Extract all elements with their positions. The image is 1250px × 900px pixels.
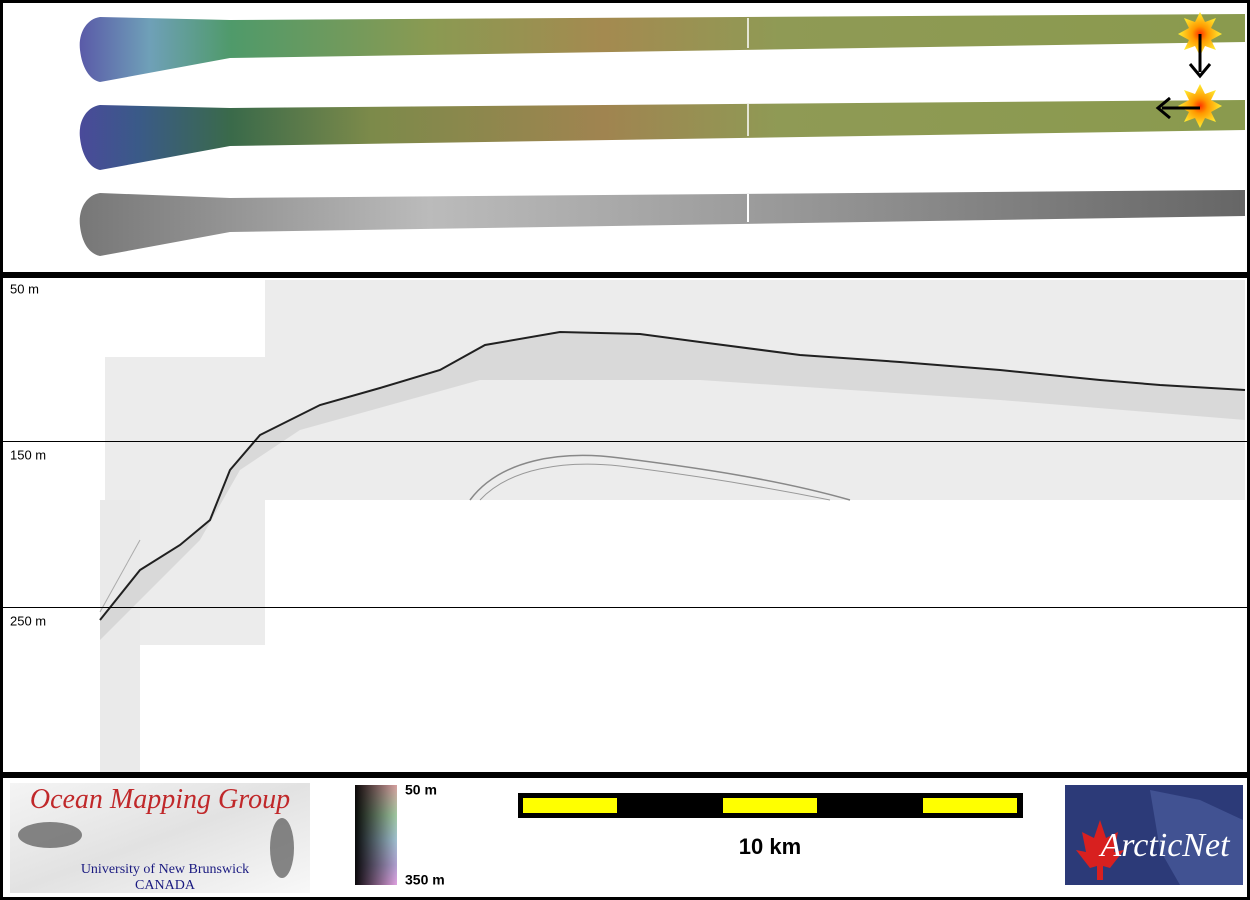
maple-leaf [1076,820,1124,880]
reflector [469,454,851,501]
colorbar-label: 50 m [405,782,437,798]
arcticnet-text: ArcticNet [1098,827,1231,864]
profile-section [100,500,140,772]
footer: Ocean Mapping Group University of New Br… [10,782,1243,893]
swath-bathymetry [79,14,1245,82]
logo-graphic [18,822,82,848]
omg-title: Ocean Mapping Group [30,784,290,815]
swath-backscatter [79,190,1245,256]
swath-bathymetry-shaded [79,100,1245,170]
depth-label: 250 m [10,613,46,628]
scale-bar-segment [923,798,1017,813]
reflector [99,539,141,613]
separator [0,772,1250,778]
scale-bar-segment [523,798,617,813]
arrow-head [1155,96,1171,120]
profile-panel: 50 m 150 m 250 m [0,280,1250,772]
omg-country: CANADA [135,878,196,893]
profile-section [265,280,1245,500]
arrow-head [1188,63,1212,79]
seafloor [99,330,1246,621]
scale-label: 10 km [739,834,801,859]
reflector [479,463,831,501]
logo-graphic [1150,790,1243,885]
separator [0,272,1250,278]
omg-university: University of New Brunswick [81,862,249,877]
swath-panel [79,12,1245,256]
colorbar-label: 350 m [405,872,445,888]
depth-label: 50 m [10,281,39,296]
sun-icon [1178,84,1222,128]
logo-graphic [270,818,294,878]
colorbar-shade [355,785,397,885]
scale-bar-segment [723,798,817,813]
depth-label: 150 m [10,447,46,462]
